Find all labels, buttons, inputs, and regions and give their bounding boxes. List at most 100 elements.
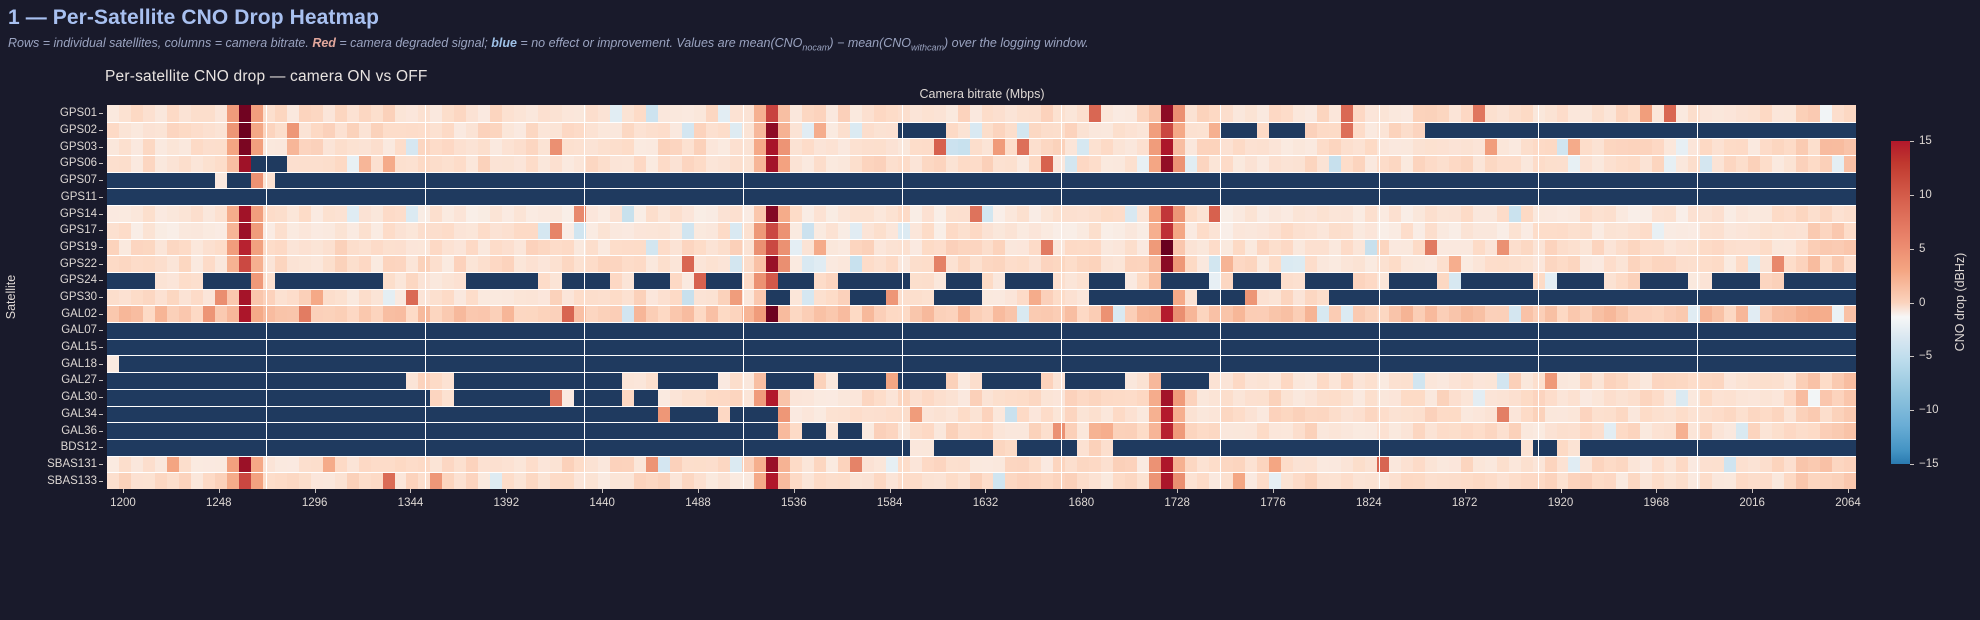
heatmap-cell bbox=[765, 171, 778, 189]
heatmap-cell bbox=[646, 105, 659, 122]
heatmap-cell bbox=[1280, 405, 1293, 423]
heatmap-cell bbox=[1688, 338, 1701, 356]
heatmap-cell bbox=[1796, 372, 1809, 389]
heatmap-cell bbox=[945, 388, 958, 406]
heatmap-cell bbox=[849, 405, 862, 423]
heatmap-cell bbox=[202, 438, 215, 456]
heatmap-cell bbox=[861, 438, 874, 456]
heatmap-cell bbox=[945, 105, 958, 122]
heatmap-cell bbox=[130, 121, 143, 139]
heatmap-cell bbox=[921, 472, 934, 489]
heatmap-cell bbox=[1041, 255, 1054, 272]
heatmap-cell bbox=[1269, 372, 1281, 389]
heatmap-cell bbox=[1089, 405, 1102, 423]
heatmap-cell bbox=[1628, 472, 1641, 489]
heatmap-cell bbox=[430, 288, 443, 306]
heatmap-cell bbox=[1496, 205, 1509, 222]
heatmap-cell bbox=[1652, 138, 1665, 156]
heatmap-cell bbox=[466, 105, 479, 122]
heatmap-cell bbox=[442, 472, 455, 489]
heatmap-cell bbox=[1137, 105, 1150, 122]
heatmap-cell bbox=[562, 205, 575, 222]
heatmap-cell bbox=[1245, 388, 1258, 406]
heatmap-cell bbox=[1520, 355, 1533, 373]
heatmap-cell bbox=[1280, 305, 1293, 323]
heatmap-cell bbox=[1269, 188, 1281, 206]
heatmap-plot-area[interactable] bbox=[107, 105, 1856, 489]
heatmap-cell bbox=[1604, 388, 1617, 406]
heatmap-cell bbox=[418, 322, 431, 339]
heatmap-cell bbox=[801, 355, 814, 373]
heatmap-cell bbox=[562, 105, 575, 122]
heatmap-cell bbox=[178, 388, 191, 406]
heatmap-cell bbox=[442, 171, 455, 189]
heatmap-cell bbox=[418, 238, 431, 256]
heatmap-cell bbox=[801, 121, 814, 139]
y-tick-mark bbox=[99, 330, 103, 332]
heatmap-cell bbox=[1832, 405, 1845, 423]
heatmap-cell bbox=[646, 372, 659, 389]
heatmap-cell bbox=[610, 205, 623, 222]
heatmap-cell bbox=[682, 138, 694, 156]
heatmap-cell bbox=[670, 155, 682, 172]
heatmap-cell bbox=[334, 221, 347, 239]
heatmap-cell bbox=[574, 305, 587, 323]
heatmap-cell bbox=[514, 221, 527, 239]
heatmap-cell bbox=[1280, 138, 1293, 156]
heatmap-cell bbox=[394, 305, 407, 323]
heatmap-cell bbox=[658, 472, 671, 489]
heatmap-cell bbox=[1616, 221, 1629, 239]
heatmap-cell bbox=[1089, 288, 1102, 306]
heatmap-cell bbox=[1077, 105, 1090, 122]
heatmap-cell bbox=[1089, 388, 1102, 406]
heatmap-cell bbox=[526, 155, 539, 172]
heatmap-cell bbox=[1748, 372, 1761, 389]
heatmap-cell bbox=[1484, 455, 1497, 473]
heatmap-cell bbox=[765, 422, 778, 439]
heatmap-cell bbox=[1233, 221, 1246, 239]
heatmap-cell bbox=[1844, 472, 1856, 489]
heatmap-cell bbox=[777, 305, 790, 323]
heatmap-cell bbox=[789, 155, 802, 172]
heatmap-cell bbox=[538, 422, 551, 439]
x-tick-label: 1248 bbox=[206, 497, 232, 509]
heatmap-cell bbox=[1029, 205, 1042, 222]
heatmap-cell bbox=[514, 372, 527, 389]
heatmap-cell bbox=[1712, 338, 1725, 356]
heatmap-cell bbox=[1089, 138, 1102, 156]
heatmap-cell bbox=[1005, 271, 1018, 289]
heatmap-cell bbox=[1544, 155, 1557, 172]
heatmap-cell bbox=[957, 422, 970, 439]
heatmap-cell bbox=[142, 155, 155, 172]
heatmap-cell bbox=[226, 422, 239, 439]
heatmap-cell bbox=[1113, 255, 1126, 272]
heatmap-cell bbox=[1161, 372, 1174, 389]
heatmap-cell bbox=[1017, 288, 1030, 306]
heatmap-cell bbox=[1328, 422, 1341, 439]
heatmap-cell bbox=[358, 455, 371, 473]
heatmap-cell bbox=[1029, 271, 1042, 289]
heatmap-cell bbox=[574, 372, 587, 389]
heatmap-cell bbox=[1077, 372, 1090, 389]
heatmap-cell bbox=[1221, 372, 1234, 389]
heatmap-cell bbox=[1316, 372, 1329, 389]
heatmap-cell bbox=[1796, 322, 1809, 339]
heatmap-cell bbox=[1724, 472, 1737, 489]
heatmap-cell bbox=[502, 438, 515, 456]
heatmap-cell bbox=[1640, 238, 1653, 256]
heatmap-cell bbox=[202, 322, 215, 339]
heatmap-cell bbox=[1460, 472, 1473, 489]
heatmap-cell bbox=[813, 405, 826, 423]
heatmap-cell bbox=[1532, 121, 1545, 139]
heatmap-cell bbox=[921, 155, 934, 172]
heatmap-cell bbox=[813, 238, 826, 256]
heatmap-cell bbox=[1640, 355, 1653, 373]
heatmap-cell bbox=[1101, 405, 1114, 423]
x-tick-label: 1488 bbox=[685, 497, 711, 509]
heatmap-cell bbox=[394, 271, 407, 289]
heatmap-cell bbox=[586, 338, 599, 356]
heatmap-cell bbox=[1209, 271, 1222, 289]
heatmap-cell bbox=[562, 188, 575, 206]
heatmap-cell bbox=[1748, 171, 1761, 189]
